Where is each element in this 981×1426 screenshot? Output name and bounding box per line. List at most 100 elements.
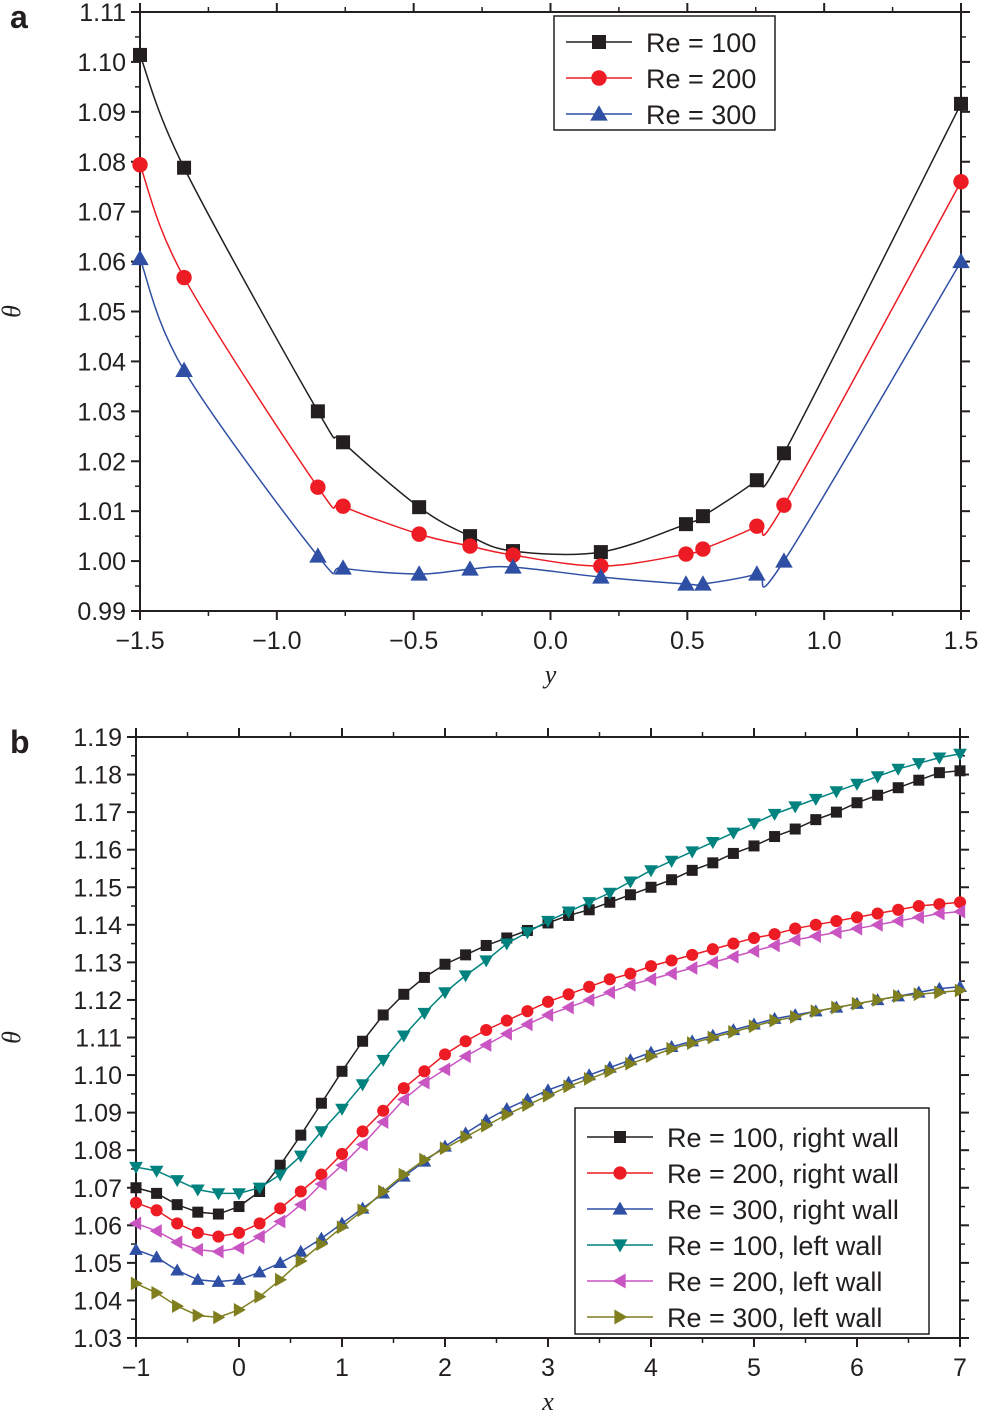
circle-marker (480, 1023, 493, 1037)
triangle-down-marker (602, 887, 617, 900)
triangle-right-marker (625, 1056, 638, 1071)
y-tick-label: 1.05 (77, 299, 126, 327)
square-marker (151, 1187, 163, 1199)
legend-label: Re = 300, right wall (667, 1195, 899, 1225)
y-tick-label: 1.08 (77, 149, 126, 177)
triangle-down-marker (582, 897, 597, 910)
circle-marker (644, 960, 658, 973)
triangle-left-marker (891, 914, 904, 928)
legend-label: Re = 300 (646, 100, 756, 130)
triangle-down-marker (541, 915, 555, 928)
triangle-left-marker (664, 966, 677, 981)
triangle-down-marker (788, 801, 803, 814)
triangle-left-marker (273, 1214, 286, 1229)
panel-b: 1.03 1.04 1.05 1.06 1.07 1.08 1.09 1.10 1.11 1.12… (0, 724, 969, 1416)
square-marker (315, 1097, 327, 1109)
triangle-right-marker (851, 996, 864, 1011)
triangle-right-marker (614, 1309, 628, 1325)
square-marker (695, 509, 710, 524)
triangle-left-marker (232, 1240, 245, 1255)
circle-marker (418, 1065, 431, 1078)
square-marker (274, 1159, 286, 1171)
series-5 (130, 983, 967, 1325)
circle-marker (624, 967, 637, 980)
triangle-left-marker (623, 978, 636, 992)
circle-marker (953, 174, 969, 190)
square-marker (645, 881, 657, 893)
triangle-left-marker (829, 925, 842, 940)
triangle-down-marker (726, 827, 741, 840)
circle-marker (871, 907, 884, 920)
circle-marker (505, 547, 521, 563)
triangle-right-marker (398, 1167, 411, 1182)
x-tick-label: 5 (747, 1354, 761, 1382)
triangle-up-marker (775, 552, 793, 568)
triangle-up-marker (129, 1242, 143, 1255)
triangle-right-marker (522, 1098, 535, 1112)
x-tick-label: 3 (541, 1354, 555, 1382)
triangle-left-marker (644, 972, 657, 987)
series-line (139, 258, 962, 588)
triangle-left-marker (808, 929, 821, 943)
triangle-right-marker (378, 1184, 391, 1199)
triangle-down-marker (664, 855, 679, 868)
triangle-down-marker (438, 987, 452, 1000)
triangle-left-marker (396, 1092, 409, 1107)
triangle-up-marker (149, 1250, 164, 1263)
triangle-left-marker (932, 906, 945, 921)
legend: Re = 100, right wall Re = 200, right wall… (574, 1107, 930, 1335)
triangle-right-marker (893, 989, 906, 1004)
triangle-right-marker (584, 1071, 597, 1086)
y-tick-label: 1.13 (73, 949, 122, 977)
circle-marker (706, 943, 719, 956)
series-1 (129, 896, 967, 1243)
square-marker (749, 473, 764, 488)
triangle-right-marker (501, 1107, 514, 1122)
triangle-down-marker (252, 1182, 267, 1195)
legend-label: Re = 100, right wall (667, 1123, 899, 1153)
circle-marker (212, 1230, 225, 1243)
triangle-down-marker (479, 955, 494, 968)
triangle-right-marker (316, 1237, 329, 1251)
circle-marker (315, 1168, 328, 1181)
x-tick-label: 1 (335, 1354, 349, 1382)
triangle-up-marker (677, 575, 695, 591)
triangle-up-marker (694, 575, 712, 591)
panel-label: b (10, 724, 30, 760)
legend: Re = 100 Re = 200 Re = 300 (553, 15, 776, 131)
triangle-left-marker (788, 932, 801, 947)
y-tick-label: 1.08 (73, 1137, 122, 1165)
square-marker (177, 160, 192, 175)
circle-marker (686, 948, 699, 961)
square-marker (310, 404, 325, 419)
triangle-left-marker (252, 1229, 265, 1244)
y-tick-label: 1.05 (73, 1250, 122, 1278)
triangle-right-marker (748, 1019, 761, 1034)
y-tick-label: 1.17 (73, 799, 122, 827)
triangle-right-marker (233, 1302, 246, 1317)
y-tick-label: 1.09 (77, 99, 126, 127)
square-marker (592, 35, 606, 49)
triangle-down-marker (767, 808, 782, 821)
circle-marker (310, 479, 326, 495)
triangle-up-marker (211, 1274, 226, 1287)
circle-marker (462, 538, 478, 554)
circle-marker (953, 896, 967, 909)
circle-marker (129, 1196, 143, 1209)
triangle-right-marker (275, 1272, 288, 1287)
circle-marker (665, 954, 678, 967)
x-tick-label: 1.0 (807, 627, 842, 655)
triangle-up-marker (748, 565, 766, 581)
x-tick-label: 0.5 (670, 627, 705, 655)
circle-marker (830, 915, 843, 928)
triangle-down-marker (293, 1150, 308, 1163)
y-tick-label: 1.02 (77, 448, 126, 476)
triangle-left-marker (190, 1242, 203, 1257)
triangle-up-marker (952, 252, 970, 269)
square-marker (707, 857, 719, 869)
triangle-down-marker (561, 906, 576, 919)
square-marker (913, 774, 925, 786)
circle-marker (459, 1035, 472, 1048)
legend-label: Re = 300, left wall (667, 1303, 882, 1333)
triangle-left-marker (149, 1224, 162, 1238)
